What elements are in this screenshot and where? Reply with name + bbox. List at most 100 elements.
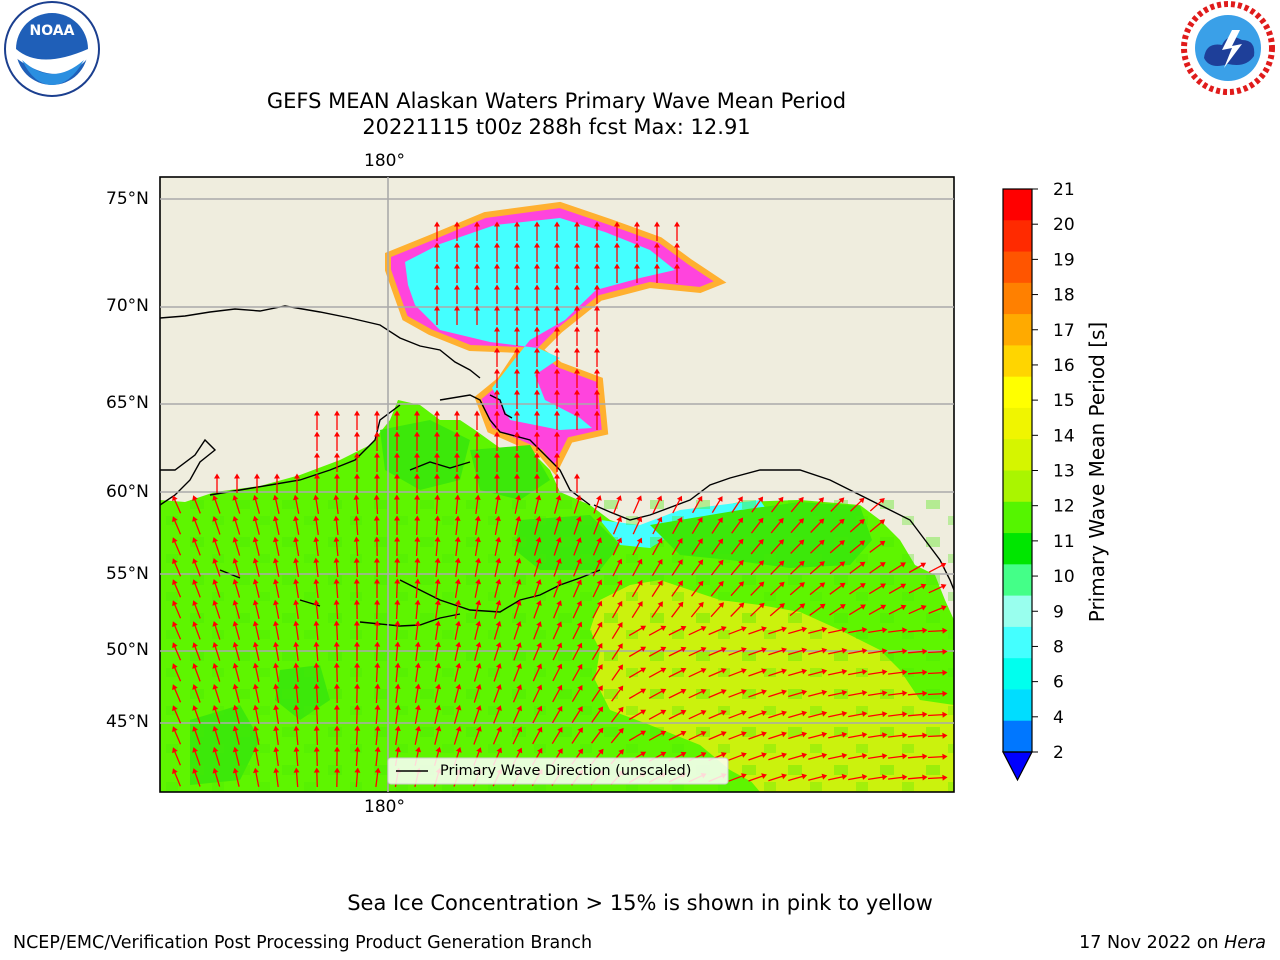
wave-arrow-head [252, 557, 259, 564]
wave-arrow-head [616, 537, 622, 544]
wave-arrow-head [778, 581, 785, 588]
colorbar-swatch [1003, 626, 1032, 659]
wave-arrow-head [698, 601, 704, 608]
wave-arrow-head [354, 746, 361, 752]
wave-arrow-head [474, 221, 480, 227]
wave-arrow-head [577, 706, 583, 712]
wave-arrow-head [680, 751, 687, 758]
wave-arrow-head [394, 683, 401, 689]
lat-label-70: 70°N [106, 296, 149, 316]
wave-arrow-head [880, 604, 887, 610]
wave-arrow-head [192, 747, 198, 753]
wave-arrow-head [555, 494, 562, 501]
wave-arrow-head [680, 646, 687, 653]
wave-arrow-head [333, 641, 340, 647]
wave-arrow-head [232, 599, 239, 606]
wave-arrow-head [313, 515, 320, 521]
wave-arrow-head [455, 747, 462, 753]
wave-arrow-head [942, 669, 948, 676]
wave-arrow-head [333, 662, 340, 668]
wave-arrow-head [494, 368, 500, 374]
wave-arrow-head [677, 538, 683, 544]
colorbar-tick-label: 10 [1053, 567, 1075, 587]
wave-arrow-head [414, 536, 421, 542]
wave-arrow-head [839, 604, 846, 610]
wave-arrow-head [922, 648, 928, 655]
wave-arrow-head [514, 410, 520, 416]
wave-arrow-head [455, 704, 462, 711]
wave-arrow-head [741, 752, 747, 758]
wave-arrow-head [172, 579, 178, 586]
wave-arrow-head [434, 242, 440, 248]
wave-arrow-head [554, 326, 560, 332]
wave-arrow-head [738, 602, 745, 609]
wave-arrow-head [634, 242, 640, 248]
wave-arrow-head [801, 773, 808, 780]
plot-title: GEFS MEAN Alaskan Waters Primary Wave Me… [266, 89, 847, 113]
wave-arrow-head [434, 620, 441, 626]
wave-arrow-head [717, 496, 723, 502]
wave-arrow-head [274, 473, 280, 479]
wave-arrow-head [636, 516, 643, 523]
wave-arrow-head [597, 643, 603, 649]
wave-arrow-head [394, 410, 400, 416]
wave-arrow-head [741, 710, 747, 716]
wave-arrow-head [841, 647, 848, 654]
wave-arrow-head [494, 263, 500, 269]
wave-arrow-head [879, 562, 886, 568]
wave-arrow-head [334, 410, 340, 416]
colorbar-swatch [1003, 439, 1032, 472]
wave-arrow-head [941, 605, 947, 611]
lat-label-45: 45°N [106, 712, 149, 732]
wave-arrow-head [680, 709, 687, 716]
wave-arrow-head [596, 516, 602, 522]
wave-arrow-head [172, 705, 178, 712]
wave-arrow-head [192, 642, 198, 648]
wave-arrow-head [741, 668, 747, 674]
wave-arrow-head [394, 725, 401, 731]
wave-arrow-head [394, 599, 401, 605]
wave-arrow-head [475, 620, 482, 627]
wave-arrow-head [738, 559, 744, 566]
wave-arrow-head [475, 705, 482, 711]
wave-arrow-head [761, 773, 767, 779]
wave-arrow-head [536, 621, 542, 627]
wave-arrow-head [374, 767, 381, 773]
wave-arrow-head [882, 669, 888, 676]
lat-label-55: 55°N [106, 564, 149, 584]
wave-arrow-head [737, 517, 744, 524]
wave-arrow-head [554, 473, 560, 479]
wave-arrow-head [314, 410, 320, 416]
wave-arrow-head [252, 515, 259, 522]
wave-arrow-head [761, 752, 767, 758]
wave-arrow-head [514, 347, 520, 353]
wave-arrow-head [574, 284, 580, 290]
wave-arrow-head [212, 684, 219, 690]
wave-arrow-head [313, 683, 320, 689]
wave-arrow-head [232, 725, 239, 732]
wave-arrow-head [313, 599, 320, 605]
wave-arrow-head [536, 684, 543, 691]
wave-arrow-head [860, 604, 866, 610]
wave-arrow-head [294, 473, 300, 479]
wave-arrow-head [859, 561, 866, 568]
wave-arrow-head [333, 557, 340, 563]
wave-arrow-head [516, 705, 522, 712]
wave-arrow-head [354, 410, 360, 416]
wave-arrow-head [922, 690, 928, 697]
wave-arrow-head [556, 558, 562, 564]
wave-arrow-head [232, 704, 239, 711]
wave-arrow-head [596, 558, 602, 565]
wave-arrow-head [861, 627, 868, 633]
wave-arrow-head [656, 516, 663, 523]
wave-arrow-head [536, 600, 542, 606]
colorbar-tick-label: 19 [1053, 250, 1075, 270]
wave-arrow-head [922, 753, 928, 760]
wave-arrow-head [758, 517, 764, 524]
wave-arrow-head [674, 242, 680, 248]
wave-arrow-head [334, 767, 341, 773]
wave-arrow-head [192, 705, 198, 711]
wave-arrow-head [394, 620, 401, 626]
wave-arrow-head [781, 773, 787, 780]
wave-arrow-head [677, 601, 684, 608]
